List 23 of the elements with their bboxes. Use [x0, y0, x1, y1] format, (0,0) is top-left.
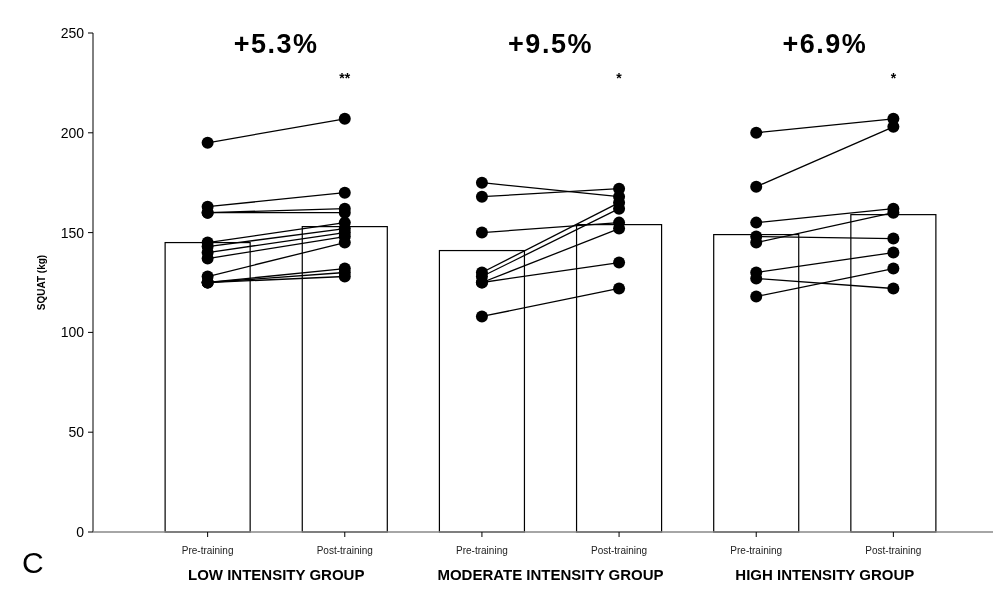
x-tick-label: Pre-training [730, 545, 783, 556]
text: HIGH INTENSITY GROUP [735, 566, 915, 583]
annotation: +5.3% [233, 29, 319, 59]
text: C [22, 546, 44, 579]
y-tick-label: 250 [60, 24, 85, 41]
y-tick-label: 150 [60, 224, 85, 241]
y-tick-label: 100 [60, 324, 85, 341]
text: MODERATE INTENSITY GROUP [437, 566, 664, 583]
annotation: +6.9% [782, 29, 868, 59]
x-tick-label: Post-training [865, 545, 922, 556]
annotation: +9.5% [508, 29, 593, 59]
y-tick-label: 0 [76, 523, 85, 540]
x-tick-label: Pre-training [181, 545, 234, 556]
y-tick-label: 50 [68, 424, 85, 441]
annotation: * [616, 70, 623, 86]
annotation: ** [339, 70, 351, 86]
text: LOW INTENSITY GROUP [188, 566, 365, 583]
y-axis-title: SQUAT (kg) [36, 254, 47, 311]
y-tick-label: 200 [60, 124, 85, 141]
annotation: * [890, 70, 897, 86]
x-tick-label: Post-training [316, 545, 373, 556]
x-tick-label: Post-training [591, 545, 648, 556]
x-tick-label: Pre-training [456, 545, 508, 556]
